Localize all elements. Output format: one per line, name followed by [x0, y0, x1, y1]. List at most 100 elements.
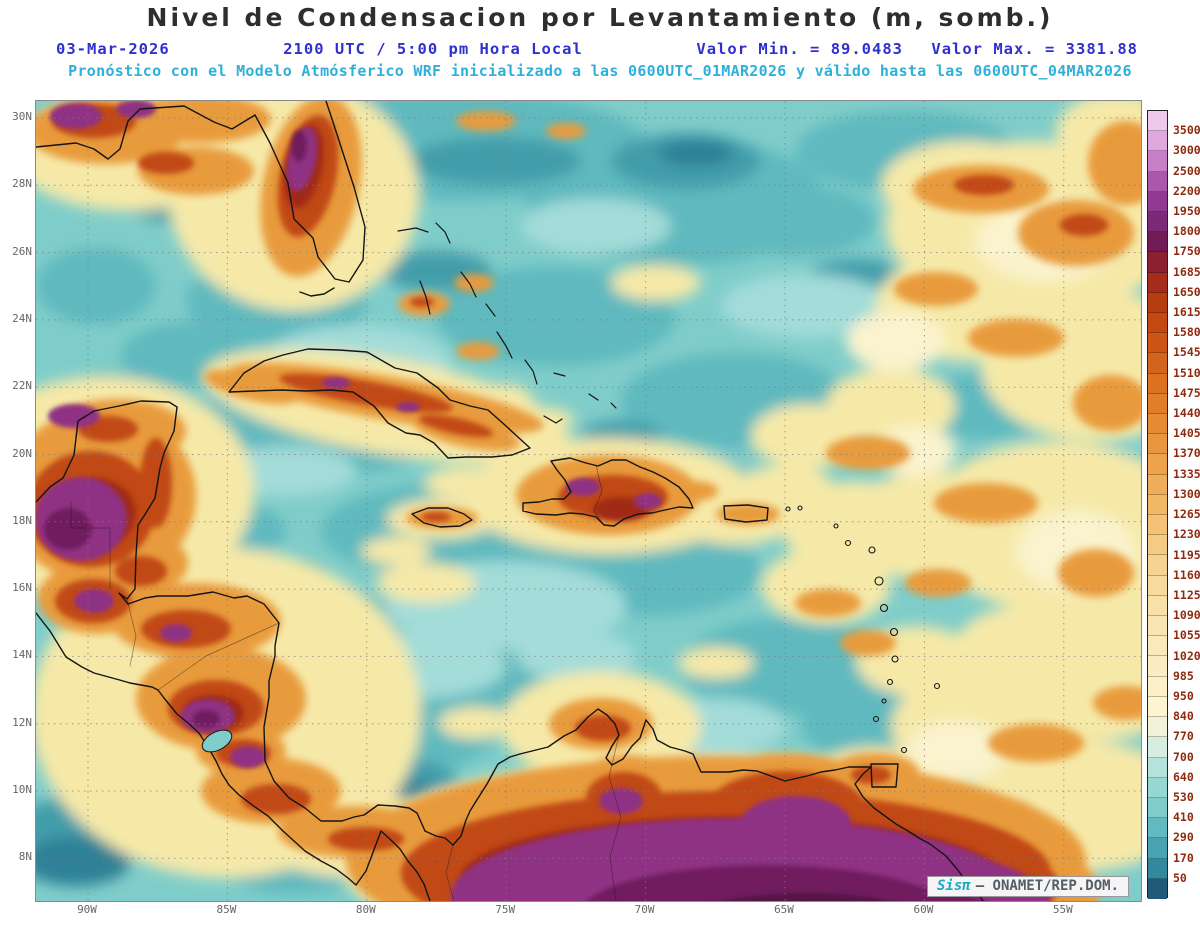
lat-tick-label: 10N	[12, 783, 32, 796]
lat-tick-label: 22N	[12, 379, 32, 393]
colorbar-level-label: 1090	[1173, 608, 1200, 623]
colorbar-segment	[1148, 111, 1167, 132]
lon-tick-label: 55W	[1052, 903, 1073, 916]
colorbar-segment	[1148, 272, 1167, 293]
lon-tick-label: 60W	[913, 903, 934, 916]
colorbar-level-label: 290	[1173, 830, 1194, 845]
colorbar-level-label: 410	[1173, 810, 1194, 825]
colorbar-segment	[1148, 131, 1167, 152]
lon-tick-label: 75W	[495, 903, 516, 916]
colorbar-level-label: 1650	[1173, 284, 1200, 299]
valid-date: 03-Mar-2026	[56, 40, 170, 58]
lat-tick-label: 24N	[12, 311, 32, 325]
colorbar-segment	[1148, 353, 1167, 374]
colorbar-level-label: 1950	[1173, 204, 1200, 219]
colorbar-segment	[1148, 232, 1167, 253]
colorbar-level-label: 1020	[1173, 648, 1200, 663]
colorbar-segment	[1148, 212, 1167, 233]
colorbar-level-label: 1160	[1173, 567, 1200, 582]
lat-tick-label: 28N	[12, 177, 32, 191]
colorbar-segment	[1148, 656, 1167, 677]
credit-badge: Sisπ – ONAMET/REP.DOM.	[926, 876, 1129, 897]
colorbar-level-label: 950	[1173, 688, 1194, 703]
grid-lines	[36, 101, 1141, 901]
colorbar-level-label: 1265	[1173, 507, 1200, 522]
lat-tick-label: 26N	[12, 244, 32, 258]
colorbar-level-label: 1685	[1173, 264, 1200, 279]
colorbar-segment	[1148, 313, 1167, 334]
colorbar-level-label: 50	[1173, 870, 1187, 885]
lat-tick-label: 18N	[12, 513, 32, 527]
colorbar-segment	[1148, 858, 1167, 879]
colorbar-level-label: 1510	[1173, 365, 1200, 380]
colorbar-level-label: 1750	[1173, 244, 1200, 259]
colorbar-level-label: 1545	[1173, 345, 1200, 360]
colorbar-level-label: 770	[1173, 729, 1194, 744]
colorbar-level-label: 1405	[1173, 426, 1200, 441]
colorbar-level-label: 1475	[1173, 385, 1200, 400]
colorbar-segment	[1148, 393, 1167, 415]
lat-tick-label: 12N	[12, 715, 32, 729]
colorbar-segment	[1148, 252, 1167, 273]
header-info-row: 03-Mar-2026 2100 UTC / 5:00 pm Hora Loca…	[56, 40, 1138, 58]
colorbar-segment	[1148, 797, 1167, 819]
colorbar-segment	[1148, 757, 1167, 778]
lat-tick-label: 30N	[12, 110, 32, 123]
colorbar-level-label: 1800	[1173, 224, 1200, 239]
map-canvas	[36, 101, 1141, 901]
colorbar-level-label: 1370	[1173, 446, 1200, 461]
credit-text: – ONAMET/REP.DOM.	[975, 878, 1119, 894]
colorbar-segment	[1148, 838, 1167, 859]
colorbar-segment	[1148, 575, 1167, 596]
lcl-field	[36, 101, 1141, 901]
colorbar	[1147, 110, 1168, 899]
colorbar-level-label: 1195	[1173, 547, 1200, 562]
colorbar-segment	[1148, 818, 1167, 839]
colorbar-level-label: 1300	[1173, 486, 1200, 501]
colorbar-level-label: 530	[1173, 789, 1194, 804]
colorbar-segment	[1148, 535, 1167, 556]
colorbar-segment	[1148, 595, 1167, 617]
sis-logo: Sisπ	[936, 878, 971, 894]
map-panel: Sisπ – ONAMET/REP.DOM.	[35, 100, 1142, 902]
lon-tick-label: 70W	[634, 903, 655, 916]
colorbar-segment	[1148, 616, 1167, 637]
lon-tick-label: 80W	[355, 903, 376, 916]
colorbar-level-label: 1440	[1173, 406, 1200, 421]
colorbar-level-label: 840	[1173, 709, 1194, 724]
colorbar-segment	[1148, 737, 1167, 758]
lon-tick-label: 90W	[77, 903, 97, 916]
colorbar-segment	[1148, 454, 1167, 475]
colorbar-segment	[1148, 474, 1167, 495]
lat-tick-label: 14N	[12, 648, 32, 662]
colorbar-segment	[1148, 555, 1167, 576]
colorbar-segment	[1148, 515, 1167, 536]
colorbar-segment	[1148, 151, 1167, 172]
coastlines	[36, 101, 984, 901]
colorbar-segment	[1148, 414, 1167, 435]
colorbar-level-label: 3500	[1173, 123, 1200, 138]
value-range: Valor Min. = 89.0483 Valor Max. = 3381.8…	[696, 40, 1138, 58]
colorbar-level-label: 2200	[1173, 183, 1200, 198]
colorbar-level-label: 3000	[1173, 143, 1200, 158]
colorbar-segment	[1148, 696, 1167, 718]
colorbar-level-label: 985	[1173, 668, 1194, 683]
colorbar-level-label: 1055	[1173, 628, 1200, 643]
value-max: Valor Max. = 3381.88	[931, 40, 1138, 58]
colorbar-segment	[1148, 636, 1167, 657]
colorbar-segment	[1148, 717, 1167, 738]
lat-tick-label: 16N	[12, 581, 32, 595]
colorbar-segment	[1148, 171, 1167, 192]
colorbar-level-label: 1125	[1173, 587, 1200, 602]
colorbar-segment	[1148, 333, 1167, 354]
page-title: Nivel de Condensacion por Levantamiento …	[146, 3, 1054, 32]
colorbar-labels: 3500 3000 2500 2200 1950 1800 1750 1685 1650 1615…	[1173, 110, 1200, 898]
colorbar-segment	[1148, 434, 1167, 455]
colorbar-level-label: 1615	[1173, 305, 1200, 320]
lat-tick-label: 8N	[18, 850, 32, 864]
colorbar-segment	[1148, 878, 1167, 899]
colorbar-level-label: 640	[1173, 769, 1194, 784]
colorbar-level-label: 1580	[1173, 325, 1200, 340]
valid-time: 2100 UTC / 5:00 pm Hora Local	[283, 40, 583, 58]
colorbar-segment	[1148, 292, 1167, 314]
